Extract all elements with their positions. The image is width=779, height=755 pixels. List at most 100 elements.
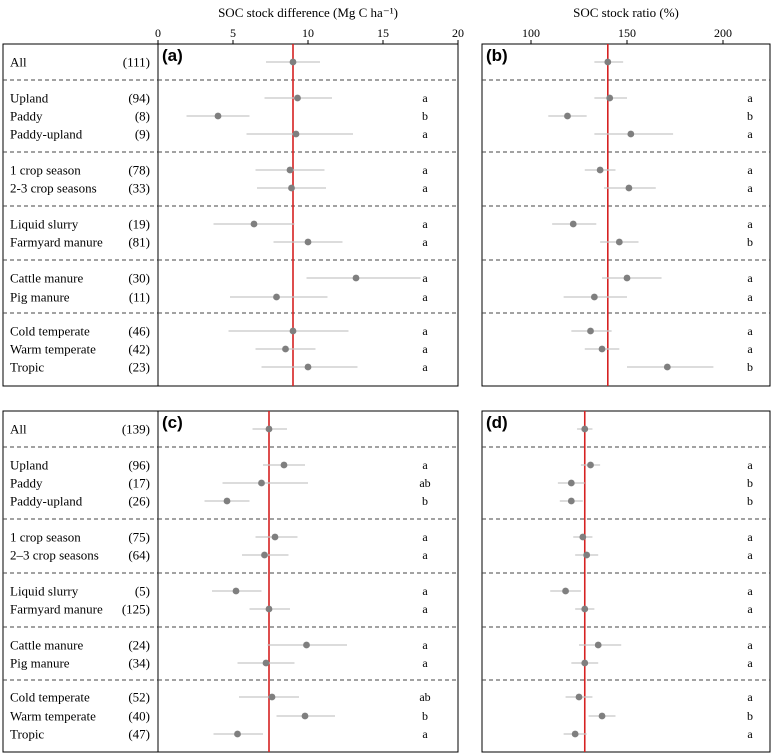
point-estimate bbox=[606, 94, 614, 102]
significance-letter: a bbox=[422, 217, 428, 231]
panel-frame bbox=[481, 410, 771, 753]
significance-letter: a bbox=[422, 271, 428, 285]
significance-letter: a bbox=[747, 342, 753, 356]
category-n: (46) bbox=[128, 324, 150, 339]
category-n: (52) bbox=[128, 690, 150, 705]
category-label: Tropic bbox=[10, 360, 44, 375]
significance-letter: a bbox=[747, 638, 753, 652]
tick-label: 5 bbox=[230, 26, 236, 40]
category-n: (26) bbox=[128, 494, 150, 509]
category-label: Pig manure bbox=[10, 656, 70, 671]
significance-letter: a bbox=[747, 290, 753, 304]
category-n: (8) bbox=[135, 109, 150, 124]
category-label: Liquid slurry bbox=[10, 217, 79, 232]
panel-frame bbox=[157, 43, 459, 387]
category-n: (5) bbox=[135, 584, 150, 599]
significance-letter: a bbox=[747, 690, 753, 704]
panel-frame bbox=[481, 43, 771, 387]
point-estimate bbox=[289, 327, 297, 335]
point-estimate bbox=[282, 345, 289, 353]
significance-letter: a bbox=[422, 458, 428, 472]
category-label: Upland bbox=[10, 91, 49, 106]
significance-letter: a bbox=[422, 727, 428, 741]
significance-letter: a bbox=[747, 602, 753, 616]
significance-letter: a bbox=[747, 530, 753, 544]
significance-letter: a bbox=[747, 271, 753, 285]
category-label: 1 crop season bbox=[10, 530, 81, 545]
point-estimate bbox=[289, 58, 297, 66]
tick-label: 10 bbox=[302, 26, 314, 40]
category-label: Upland bbox=[10, 458, 49, 473]
point-estimate bbox=[569, 220, 577, 228]
significance-letter: a bbox=[422, 163, 428, 177]
significance-letter: a bbox=[747, 324, 753, 338]
point-estimate bbox=[627, 130, 635, 138]
point-estimate bbox=[623, 274, 631, 282]
category-label: Paddy-upland bbox=[10, 127, 83, 142]
point-estimate bbox=[598, 345, 606, 353]
category-n: (24) bbox=[128, 638, 150, 653]
category-label: 2–3 crop seasons bbox=[10, 548, 99, 563]
category-n: (17) bbox=[128, 476, 150, 491]
significance-letter: a bbox=[422, 548, 428, 562]
point-estimate bbox=[571, 730, 579, 738]
tick-label: 200 bbox=[714, 26, 732, 40]
category-label: Liquid slurry bbox=[10, 584, 79, 599]
point-estimate bbox=[625, 184, 633, 192]
significance-letter: a bbox=[747, 91, 753, 105]
significance-letter: a bbox=[747, 163, 753, 177]
significance-letter: b bbox=[747, 235, 753, 249]
category-n: (19) bbox=[128, 217, 150, 232]
category-label: Cattle manure bbox=[10, 271, 84, 286]
category-label: Cold temperate bbox=[10, 324, 90, 339]
category-label: Farmyard manure bbox=[10, 602, 103, 617]
significance-letter: a bbox=[747, 217, 753, 231]
point-estimate bbox=[567, 479, 575, 487]
significance-letter: a bbox=[747, 127, 753, 141]
point-estimate bbox=[604, 58, 612, 66]
point-estimate bbox=[294, 94, 301, 102]
point-estimate bbox=[562, 587, 569, 595]
category-n: (81) bbox=[128, 235, 150, 250]
point-estimate bbox=[575, 693, 583, 701]
significance-letter: a bbox=[747, 727, 753, 741]
significance-letter: a bbox=[747, 584, 753, 598]
significance-letter: a bbox=[422, 235, 428, 249]
point-estimate bbox=[214, 112, 222, 120]
significance-letter: a bbox=[422, 324, 428, 338]
category-n: (40) bbox=[128, 709, 150, 724]
point-estimate bbox=[567, 497, 575, 505]
significance-letter: b bbox=[747, 494, 753, 508]
category-n: (34) bbox=[128, 656, 150, 671]
category-label: Paddy bbox=[10, 109, 43, 124]
category-n: (9) bbox=[135, 127, 150, 142]
category-n: (139) bbox=[122, 422, 150, 437]
significance-letter: a bbox=[422, 181, 428, 195]
category-n: (47) bbox=[128, 727, 150, 742]
significance-letter: a bbox=[422, 584, 428, 598]
point-estimate bbox=[223, 497, 231, 505]
significance-letter: a bbox=[422, 290, 428, 304]
significance-letter: b bbox=[422, 109, 428, 123]
category-n: (33) bbox=[128, 181, 150, 196]
point-estimate bbox=[304, 238, 312, 246]
tick-label: 150 bbox=[618, 26, 636, 40]
category-label: Farmyard manure bbox=[10, 235, 103, 250]
panel-label: (d) bbox=[486, 413, 508, 432]
point-estimate bbox=[262, 659, 270, 667]
point-estimate bbox=[615, 238, 623, 246]
point-estimate bbox=[232, 587, 240, 595]
significance-letter: a bbox=[422, 91, 428, 105]
point-estimate bbox=[352, 274, 360, 282]
significance-letter: a bbox=[747, 548, 753, 562]
panel-label: (c) bbox=[162, 413, 183, 432]
category-n: (42) bbox=[128, 342, 150, 357]
category-n: (75) bbox=[128, 530, 150, 545]
axis-title-ratio: SOC stock ratio (%) bbox=[573, 5, 679, 20]
significance-letter: a bbox=[422, 342, 428, 356]
significance-letter: a bbox=[422, 530, 428, 544]
axis-title-difference: SOC stock difference (Mg C ha⁻¹) bbox=[218, 5, 398, 20]
category-label: Warm temperate bbox=[10, 709, 96, 724]
significance-letter: b bbox=[747, 476, 753, 490]
point-estimate bbox=[304, 363, 312, 371]
